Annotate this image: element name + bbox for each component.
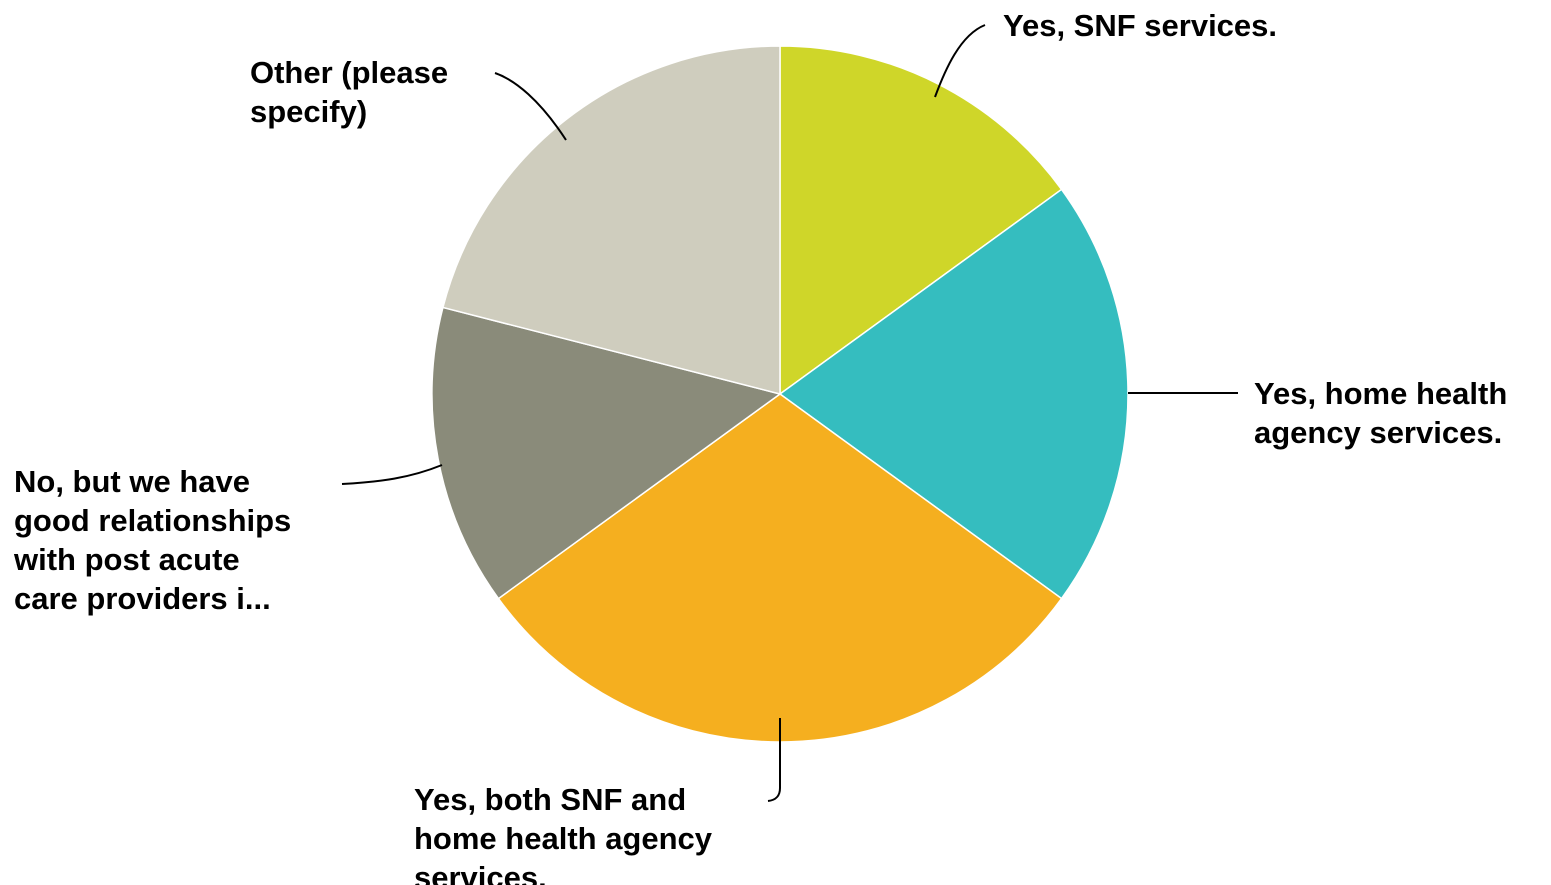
slice-label-both-line-1: Yes, both SNF and [414,782,686,817]
slice-label-no-but: No, but we have good relationships with … [13,464,300,616]
slice-label-both-line-2: home health agency [414,821,713,856]
leader-line-other [494,72,567,141]
leader-line-no-but [341,464,443,485]
slice-snf[interactable] [779,45,1063,396]
slice-no-but[interactable] [431,306,782,600]
leader-line-snf [934,24,986,98]
slice-label-other: Other (please specify) [250,55,457,129]
slice-label-no-but-line-4: care providers i... [14,581,271,616]
slice-label-other-line-2: specify) [250,94,367,129]
slice-label-no-but-line-2: good relationships [14,503,291,538]
slice-label-no-but-line-1: No, but we have [14,464,250,499]
slice-label-other-line-1: Other (please [250,55,448,90]
slice-label-no-but-line-3: with post acute [13,542,240,577]
slice-label-home-health-line-2: agency services. [1254,415,1502,450]
slice-home-health[interactable] [778,188,1129,600]
slice-label-home-health: Yes, home health agency services. [1254,376,1516,450]
slice-label-both-line-3: services. [414,860,547,885]
slice-label-both: Yes, both SNF and home health agency ser… [414,782,721,885]
slice-label-snf: Yes, SNF services. [1003,8,1277,43]
slice-label-snf-line: Yes, SNF services. [1003,8,1277,43]
pie-slices [431,45,1129,743]
leader-line-both [767,718,781,802]
slice-other[interactable] [442,45,781,395]
slice-label-home-health-line-1: Yes, home health [1254,376,1507,411]
